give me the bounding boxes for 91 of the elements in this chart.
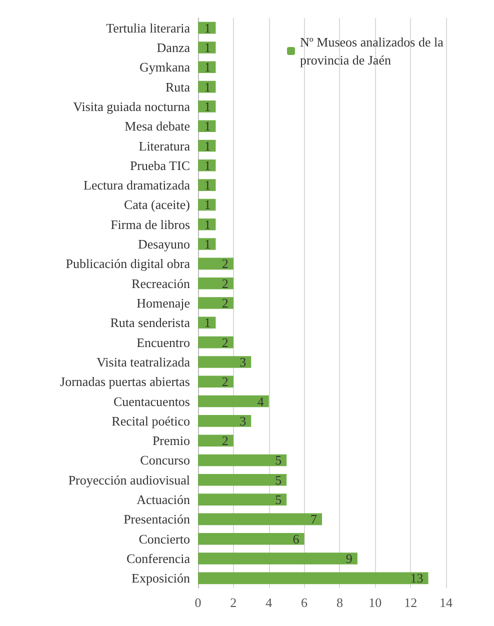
bar [198,297,234,309]
bar [198,552,358,564]
bar [198,532,304,545]
bar [198,336,234,348]
bar [198,238,216,250]
bar [198,572,428,584]
bar [198,100,216,112]
x-tick-label: 14 [440,595,453,610]
data-label: 2 [222,296,228,310]
data-label: 2 [222,276,228,291]
bar [198,513,322,526]
data-label: 5 [275,472,282,488]
data-label: 1 [204,79,211,94]
y-tick-label: Literatura [138,138,190,154]
data-label: 2 [222,433,228,448]
bar [198,160,216,172]
data-label: 5 [275,452,282,468]
y-tick-label: Homenaje [136,296,190,310]
data-label: 2 [222,256,228,272]
y-tick-label: Recital poético [112,413,190,428]
data-label: 1 [204,40,211,55]
x-tick-label: 4 [266,595,273,610]
data-label: 1 [204,236,211,252]
y-tick-label: Ruta [165,79,190,94]
bar [198,395,269,408]
y-tick-label: Cata (aceite) [124,197,190,212]
data-label: 13 [410,570,424,586]
x-tick-label: 12 [404,595,418,610]
bar [198,434,234,446]
data-label: 1 [204,98,211,114]
y-tick-label: Gymkana [139,60,190,75]
legend-label: Nº Museos analizados de la provincia de Jaén [300,34,447,68]
data-label: 2 [222,334,228,350]
x-tick-label: 8 [336,595,343,610]
bar [198,179,216,191]
bar [198,415,252,427]
y-tick-label: Premio [152,433,190,448]
data-label: 6 [292,531,300,546]
bar [198,356,252,368]
y-tick-label: Concurso [140,452,190,468]
bar [198,277,234,290]
data-label: 2 [222,374,228,390]
y-tick-label: Ruta senderista [110,315,190,330]
data-label: 1 [204,158,211,173]
y-tick-label: Recreación [132,276,190,291]
bar [198,376,234,388]
data-label: 3 [240,354,246,370]
x-tick-label: 0 [194,595,202,610]
y-tick-label: Desayuno [138,236,190,252]
data-label: 1 [204,138,211,154]
y-tick-label: Mesa debate [124,118,190,134]
y-tick-label: Danza [156,40,190,55]
data-label: 5 [275,492,282,508]
bar [198,258,234,270]
y-tick-label: Conferencia [126,551,190,566]
y-tick-label: Visita teatralizada [96,354,190,370]
bar [198,120,216,132]
y-tick-label: Prueba TIC [130,158,190,173]
data-label: 4 [257,394,264,409]
y-tick-label: Visita guiada nocturna [73,98,190,114]
y-tick-label: Proyección audiovisual [68,472,190,488]
x-tick-label: 6 [301,595,308,610]
y-tick-label: Firma de libros [110,216,190,232]
bar [198,42,216,54]
data-label: 1 [204,60,211,75]
y-tick-label: Presentación [124,512,190,527]
y-tick-label: Cuentacuentos [113,394,190,409]
y-tick-label: Encuentro [136,334,190,350]
bar [198,474,287,486]
data-label: 1 [204,118,211,134]
data-label: 9 [346,551,352,566]
data-label: 1 [204,178,211,193]
x-tick-label: 10 [368,595,382,610]
data-label: 3 [240,413,246,428]
y-tick-label: Tertulia literaria [106,20,190,36]
data-label: 1 [204,197,211,212]
y-tick-label: Exposición [132,570,190,586]
data-label: 1 [204,216,211,232]
bar [198,454,287,466]
y-tick-label: Jornadas puertas abiertas [60,374,190,390]
data-label: 1 [204,315,211,330]
bar [198,61,216,74]
y-tick-label: Concierto [138,531,190,546]
bar [198,218,216,230]
y-tick-label: Publicación digital obra [66,256,190,272]
data-label: 1 [204,20,211,36]
x-tick-label: 2 [230,595,237,610]
bar [198,494,287,506]
data-label: 7 [310,512,318,527]
y-tick-label: Actuación [136,492,190,508]
y-tick-label: Lectura dramatizada [84,178,190,193]
